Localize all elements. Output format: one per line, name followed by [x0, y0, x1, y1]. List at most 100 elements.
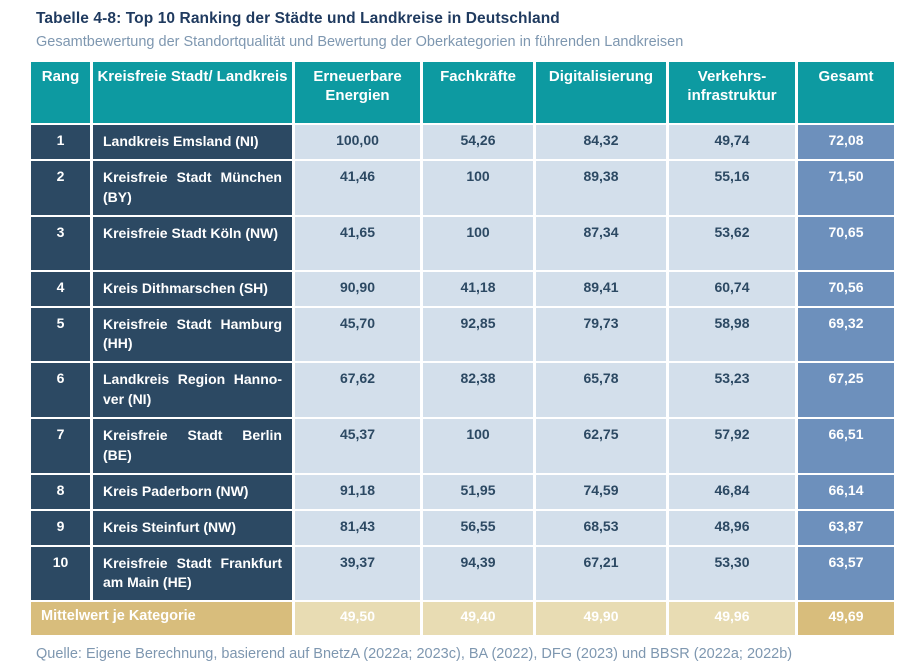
- score-cell: 82,38: [420, 361, 536, 419]
- score-cell: 51,95: [420, 472, 536, 511]
- table-title: Tabelle 4-8: Top 10 Ranking der Städte u…: [36, 10, 560, 27]
- name-cell: Kreisfreie Stadt Frankfurt am Main (HE): [90, 544, 295, 603]
- header-cell-digitalisierung: Digitalisierung: [533, 60, 669, 125]
- score-cell: 48,96: [666, 508, 798, 547]
- rank-cell: 7: [28, 417, 93, 475]
- table-footer: Mittelwert je Kategorie 49,50 49,40 49,9…: [28, 600, 897, 638]
- score-cell: 100,00: [292, 123, 423, 161]
- gesamt-cell: 63,87: [795, 508, 897, 547]
- mean-label-cell: Mittelwert je Kategorie: [28, 600, 295, 638]
- header-cell-stadt-landkreis: Kreisfreie Stadt/ Landkreis: [90, 60, 295, 125]
- score-cell: 68,53: [533, 508, 669, 547]
- name-cell: Landkreis Emsland (NI): [90, 123, 295, 161]
- score-cell: 60,74: [666, 269, 798, 308]
- header-cell-gesamt: Gesamt: [795, 60, 897, 125]
- table-row: 7 Kreisfreie Stadt Berlin (BE) 45,37 100…: [28, 417, 897, 475]
- score-cell: 79,73: [533, 305, 669, 364]
- source-note: Quelle: Eigene Berechnung, basierend auf…: [36, 646, 793, 663]
- score-cell: 53,23: [666, 361, 798, 419]
- score-cell: 53,30: [666, 544, 798, 603]
- score-cell: 46,84: [666, 472, 798, 511]
- gesamt-cell: 66,51: [795, 417, 897, 475]
- ranking-table: Rang Kreisfreie Stadt/ Landkreis Erneuer…: [28, 60, 897, 638]
- mean-value-cell: 49,40: [420, 600, 536, 638]
- mean-gesamt-cell: 49,69: [795, 600, 897, 638]
- header-cell-rang: Rang: [28, 60, 93, 125]
- rank-cell: 10: [28, 544, 93, 603]
- rank-cell: 9: [28, 508, 93, 547]
- rank-cell: 5: [28, 305, 93, 364]
- header-cell-fachkraefte: Fachkräfte: [420, 60, 536, 125]
- score-cell: 100: [420, 158, 536, 217]
- score-cell: 92,85: [420, 305, 536, 364]
- name-cell: Kreisfreie Stadt Hamburg (HH): [90, 305, 295, 364]
- score-cell: 49,74: [666, 123, 798, 161]
- rank-cell: 6: [28, 361, 93, 419]
- name-cell: Kreisfreie Stadt München (BY): [90, 158, 295, 217]
- score-cell: 45,70: [292, 305, 423, 364]
- table-row: 10 Kreisfreie Stadt Frankfurt am Main (H…: [28, 544, 897, 603]
- score-cell: 41,18: [420, 269, 536, 308]
- rank-cell: 4: [28, 269, 93, 308]
- table-row: 5 Kreisfreie Stadt Hamburg (HH) 45,70 92…: [28, 305, 897, 364]
- rank-cell: 1: [28, 123, 93, 161]
- score-cell: 89,41: [533, 269, 669, 308]
- header-cell-erneuerbare-energien: Erneuerbare Energien: [292, 60, 423, 125]
- table-row: 6 Landkreis Region Hanno­ver (NI) 67,62 …: [28, 361, 897, 419]
- score-cell: 41,46: [292, 158, 423, 217]
- score-cell: 89,38: [533, 158, 669, 217]
- gesamt-cell: 70,56: [795, 269, 897, 308]
- score-cell: 53,62: [666, 214, 798, 272]
- score-cell: 54,26: [420, 123, 536, 161]
- name-cell: Kreis Dithmarschen (SH): [90, 269, 295, 308]
- name-cell: Landkreis Region Hanno­ver (NI): [90, 361, 295, 419]
- score-cell: 90,90: [292, 269, 423, 308]
- gesamt-cell: 70,65: [795, 214, 897, 272]
- score-cell: 87,34: [533, 214, 669, 272]
- score-cell: 100: [420, 417, 536, 475]
- gesamt-cell: 69,32: [795, 305, 897, 364]
- header-row: Rang Kreisfreie Stadt/ Landkreis Erneuer…: [28, 60, 897, 125]
- score-cell: 94,39: [420, 544, 536, 603]
- score-cell: 100: [420, 214, 536, 272]
- score-cell: 67,62: [292, 361, 423, 419]
- gesamt-cell: 72,08: [795, 123, 897, 161]
- score-cell: 41,65: [292, 214, 423, 272]
- gesamt-cell: 63,57: [795, 544, 897, 603]
- table-row: 1 Landkreis Emsland (NI) 100,00 54,26 84…: [28, 123, 897, 161]
- score-cell: 67,21: [533, 544, 669, 603]
- gesamt-cell: 66,14: [795, 472, 897, 511]
- table-subtitle: Gesamtbewertung der Standortqualität und…: [36, 34, 684, 50]
- score-cell: 91,18: [292, 472, 423, 511]
- table-row: 8 Kreis Paderborn (NW) 91,18 51,95 74,59…: [28, 472, 897, 511]
- gesamt-cell: 71,50: [795, 158, 897, 217]
- score-cell: 57,92: [666, 417, 798, 475]
- name-cell: Kreisfreie Stadt Köln (NW): [90, 214, 295, 272]
- name-cell: Kreisfreie Stadt Berlin (BE): [90, 417, 295, 475]
- score-cell: 65,78: [533, 361, 669, 419]
- rank-cell: 8: [28, 472, 93, 511]
- header-cell-verkehrsinfrastruktur: Verkehrs­infrastruktur: [666, 60, 798, 125]
- mean-value-cell: 49,96: [666, 600, 798, 638]
- mean-value-cell: 49,50: [292, 600, 423, 638]
- score-cell: 56,55: [420, 508, 536, 547]
- score-cell: 81,43: [292, 508, 423, 547]
- table-row: 9 Kreis Steinfurt (NW) 81,43 56,55 68,53…: [28, 508, 897, 547]
- name-cell: Kreis Paderborn (NW): [90, 472, 295, 511]
- score-cell: 45,37: [292, 417, 423, 475]
- score-cell: 58,98: [666, 305, 798, 364]
- score-cell: 74,59: [533, 472, 669, 511]
- table-header: Rang Kreisfreie Stadt/ Landkreis Erneuer…: [28, 60, 897, 125]
- table-row: 2 Kreisfreie Stadt München (BY) 41,46 10…: [28, 158, 897, 217]
- mean-row: Mittelwert je Kategorie 49,50 49,40 49,9…: [28, 600, 897, 638]
- table-row: 4 Kreis Dithmarschen (SH) 90,90 41,18 89…: [28, 269, 897, 308]
- table-row: 3 Kreisfreie Stadt Köln (NW) 41,65 100 8…: [28, 214, 897, 272]
- name-cell: Kreis Steinfurt (NW): [90, 508, 295, 547]
- rank-cell: 3: [28, 214, 93, 272]
- score-cell: 39,37: [292, 544, 423, 603]
- rank-cell: 2: [28, 158, 93, 217]
- score-cell: 55,16: [666, 158, 798, 217]
- gesamt-cell: 67,25: [795, 361, 897, 419]
- mean-value-cell: 49,90: [533, 600, 669, 638]
